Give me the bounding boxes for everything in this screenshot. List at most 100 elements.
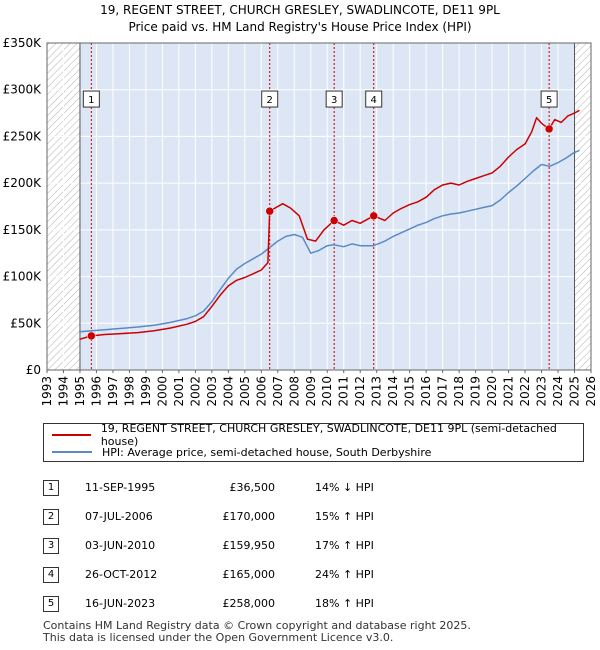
legend-label-property: 19, REGENT STREET, CHURCH GRESLEY, SWADL… [100, 422, 557, 448]
sale-number-badge: 1 [43, 479, 59, 496]
x-tick-label: 2021 [502, 376, 516, 407]
x-tick-label: 2019 [469, 376, 483, 407]
plot-frame [46, 42, 592, 371]
x-tick-label: 2022 [518, 376, 532, 407]
x-tick-label: 2004 [221, 376, 235, 407]
sale-label-box [365, 90, 383, 108]
legend-swatch-blue [52, 451, 92, 453]
footer: Contains HM Land Registry data © Crown c… [43, 620, 471, 644]
sale-point [369, 211, 378, 221]
x-tick-label: 2023 [535, 376, 549, 407]
chart-subtitle: Price paid vs. HM Land Registry's House … [128, 20, 472, 34]
y-tick-label: £200K [3, 176, 43, 190]
sale-label-box [325, 90, 343, 108]
price-chart: 1 2 3 4 5 £0 £50K £100K £150K £200K £250K £300K £350… [3, 36, 598, 407]
table-row: 2 07-JUL-2006 £170,000 15% ↑ HPI [43, 502, 405, 531]
sale-date: 11-SEP-1995 [85, 481, 156, 494]
x-tick-label: 2009 [304, 376, 318, 407]
x-tick-label: 1995 [73, 376, 87, 407]
sale-number-badge: 4 [43, 566, 59, 583]
x-tick-label: 2008 [287, 376, 301, 407]
x-tick-label: 2018 [452, 376, 466, 407]
sale-number-badge: 3 [43, 537, 59, 554]
x-tick-label: 2000 [155, 376, 169, 407]
sale-hpi-diff: 18% ↑ HPI [315, 597, 374, 610]
x-tick-label: 2014 [386, 376, 400, 407]
x-tick-label: 1993 [40, 376, 54, 407]
sale-price: £258,000 [222, 597, 276, 610]
chart-legend: 19, REGENT STREET, CHURCH GRESLEY, SWADL… [43, 422, 584, 462]
sale-label-text: 4 [371, 95, 377, 106]
table-row: 4 26-OCT-2012 £165,000 24% ↑ HPI [43, 560, 405, 589]
sale-price: £36,500 [229, 481, 276, 494]
legend-item-property: 19, REGENT STREET, CHURCH GRESLEY, SWADL… [52, 422, 583, 448]
sale-hpi-diff: 24% ↑ HPI [315, 568, 374, 581]
sale-date: 26-OCT-2012 [85, 568, 158, 581]
x-tick-label: 2016 [419, 376, 433, 407]
legend-item-hpi: HPI: Average price, semi-detached house,… [52, 444, 431, 460]
x-tick-label: 2003 [205, 376, 219, 407]
x-tick-label: 1996 [89, 376, 103, 407]
legend-swatch-red [52, 434, 91, 436]
x-tick-label: 2017 [436, 376, 450, 407]
x-tick-label: 1994 [56, 376, 70, 407]
sale-label-box [82, 90, 100, 108]
sale-point [265, 206, 274, 216]
legend-label-hpi: HPI: Average price, semi-detached house,… [102, 445, 432, 459]
table-row: 5 16-JUN-2023 £258,000 18% ↑ HPI [43, 589, 405, 618]
sales-table: 1 11-SEP-1995 £36,500 14% ↓ HPI 2 07-JUL-2006… [43, 473, 405, 618]
y-tick-label: £350K [3, 36, 43, 50]
x-tick-label: 1998 [122, 376, 136, 407]
x-tick-label: 1999 [139, 376, 153, 407]
sale-label-text: 3 [331, 95, 337, 106]
table-row: 1 11-SEP-1995 £36,500 14% ↓ HPI [43, 473, 405, 502]
y-tick-label: £150K [3, 223, 43, 237]
x-tick-label: 2010 [320, 376, 334, 407]
sale-number-badge: 2 [43, 508, 59, 525]
footer-copyright: Contains HM Land Registry data © Crown c… [43, 619, 471, 632]
sale-label-text: 5 [546, 95, 552, 106]
x-tick-label: 2011 [337, 376, 351, 407]
sale-point [544, 124, 554, 134]
y-tick-label: £300K [3, 83, 43, 97]
sale-price: £170,000 [222, 510, 276, 523]
x-tick-label: 2025 [568, 376, 582, 407]
x-tick-label: 2015 [403, 376, 417, 407]
y-tick-label: £100K [3, 270, 43, 284]
sale-number-badge: 5 [43, 595, 59, 612]
x-tick-label: 2006 [254, 376, 268, 407]
y-tick-label: £50K [10, 316, 42, 330]
x-tick-label: 2005 [238, 376, 252, 407]
x-tick-label: 1997 [106, 376, 120, 407]
sale-hpi-diff: 14% ↓ HPI [315, 481, 374, 494]
sale-point [329, 216, 339, 225]
x-tick-label: 2012 [353, 376, 367, 407]
sale-date: 07-JUL-2006 [85, 510, 153, 523]
sale-hpi-diff: 17% ↑ HPI [315, 539, 374, 552]
x-tick-label: 2013 [370, 376, 384, 407]
chart-title: 19, REGENT STREET, CHURCH GRESLEY, SWADL… [100, 3, 500, 17]
sale-label-text: 2 [267, 95, 273, 106]
x-tick-label: 2026 [584, 376, 598, 407]
y-tick-label: £250K [3, 129, 43, 143]
sale-label-text: 1 [88, 95, 94, 106]
hatched-region-after [574, 43, 591, 370]
x-tick-label: 2020 [485, 376, 499, 407]
x-tick-label: 2001 [172, 376, 186, 407]
x-tick-label: 2007 [271, 376, 285, 407]
y-tick-label: £0 [26, 363, 41, 377]
sale-price: £159,950 [222, 539, 276, 552]
footer-licence: This data is licensed under the Open Gov… [43, 631, 394, 644]
sale-label-box [540, 90, 558, 108]
sale-date: 16-JUN-2023 [85, 597, 156, 610]
sale-date: 03-JUN-2010 [85, 539, 156, 552]
x-tick-label: 2002 [188, 376, 202, 407]
hpi-series-line [79, 149, 580, 333]
x-tick-label: 2024 [551, 376, 565, 407]
sale-hpi-diff: 15% ↑ HPI [315, 510, 374, 523]
sale-label-box [261, 90, 279, 108]
table-row: 3 03-JUN-2010 £159,950 17% ↑ HPI [43, 531, 405, 560]
sale-point [87, 331, 96, 341]
sale-price: £165,000 [222, 568, 276, 581]
property-series-line [79, 109, 580, 340]
